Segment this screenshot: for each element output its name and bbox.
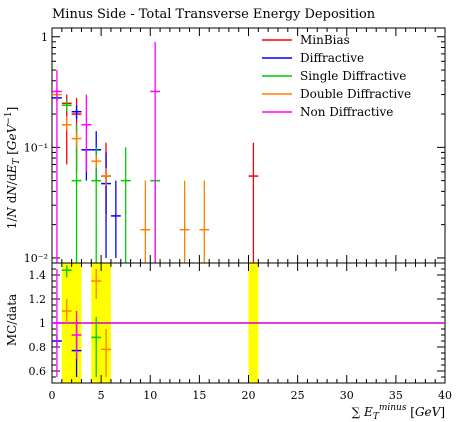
y-tick-label-ratio: 1.2 [29,293,47,306]
y-axis-label-main: 1/N dN/dET [GeV−1] [4,107,22,230]
y-tick-label-ratio: 0.6 [29,365,47,378]
x-tick-label: 35 [389,389,403,402]
x-tick-label: 25 [291,389,305,402]
y-tick-label-main: 10⁻¹ [24,141,48,154]
ratio-series [52,265,445,377]
y-axis-label-ratio: MC/data [5,294,19,346]
x-tick-label: 30 [340,389,354,402]
x-tick-label: 40 [438,389,452,402]
legend-label: Single Diffractive [300,69,406,83]
y-tick-label-ratio: 1 [39,317,46,330]
main-axis-ticks: 10⁻² 10⁻¹ 1 [24,28,446,265]
ratio-axis-ticks: 0.6 0.8 1 1.2 1.4 [29,262,446,384]
x-tick-labels: 0 5 10 15 20 25 30 35 40 [49,389,453,402]
ratio-plot: 0.6 0.8 1 1.2 1.4 [29,262,446,384]
y-tick-label-ratio: 1.4 [29,269,47,282]
x-tick-label: 0 [49,389,56,402]
x-tick-label: 20 [242,389,256,402]
main-series [52,41,259,263]
legend-label: Double Diffractive [300,87,411,101]
y-tick-label-main: 1 [41,31,48,44]
legend-label: Non Diffractive [300,105,393,119]
chart-title: Minus Side - Total Transverse Energy Dep… [52,7,376,22]
y-tick-label-ratio: 0.8 [29,341,47,354]
legend: MinBias Diffractive Single Diffractive Doub… [262,33,411,119]
main-plot-frame [51,27,446,264]
legend-label: MinBias [300,33,350,47]
x-tick-label: 10 [143,389,157,402]
legend-label: Diffractive [300,51,364,65]
main-plot: 10⁻² 10⁻¹ 1 [24,27,446,265]
x-tick-label: 5 [98,389,105,402]
x-tick-label: 15 [192,389,206,402]
y-tick-label-main: 10⁻² [24,252,48,265]
x-axis-label: ∑ ETminus [GeV] [352,403,445,422]
